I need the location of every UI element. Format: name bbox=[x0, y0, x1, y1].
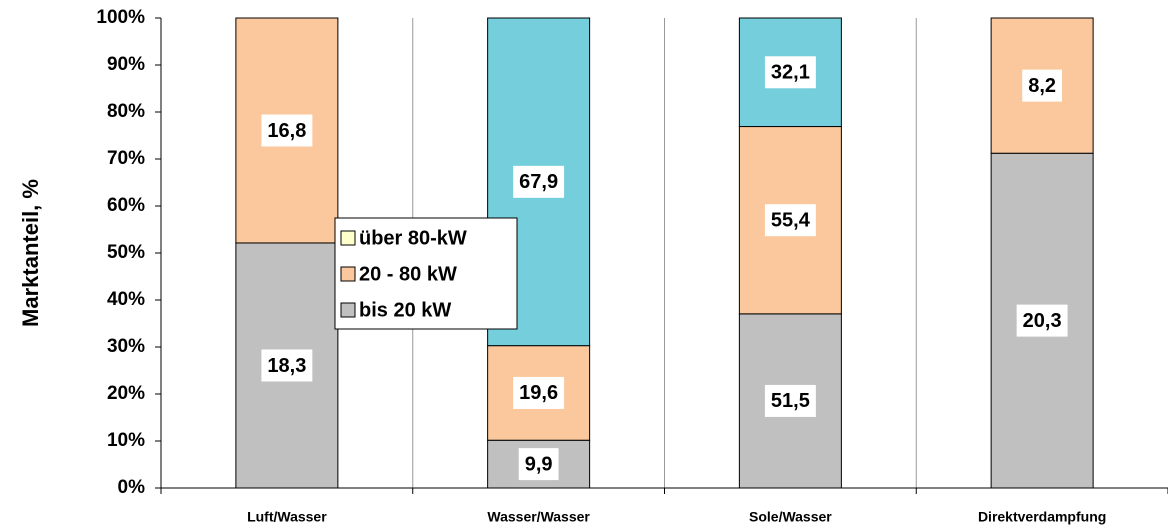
data-label-text: 9,9 bbox=[525, 453, 553, 475]
data-label: 16,8 bbox=[261, 114, 313, 147]
data-label: 51,5 bbox=[764, 384, 816, 417]
data-label-box bbox=[513, 165, 565, 198]
legend-swatch bbox=[340, 230, 356, 246]
y-tick-label: 70% bbox=[107, 148, 145, 169]
legend-box bbox=[334, 217, 518, 330]
data-label-box bbox=[513, 376, 565, 409]
x-tick-label: Wasser/Wasser bbox=[487, 509, 590, 525]
data-label: 8,2 bbox=[1022, 69, 1063, 102]
y-tick-label: 0% bbox=[118, 477, 146, 498]
legend-label: über 80-kW bbox=[359, 227, 467, 249]
data-label: 55,4 bbox=[764, 204, 816, 237]
x-tick-label: Sole/Wasser bbox=[749, 509, 832, 525]
data-label-text: 51,5 bbox=[771, 390, 810, 412]
data-label-text: 55,4 bbox=[771, 209, 811, 231]
data-label-text: 18,3 bbox=[267, 355, 306, 377]
data-label: 20,3 bbox=[1016, 304, 1068, 337]
data-label: 18,3 bbox=[261, 349, 313, 382]
legend-label: bis 20 kW bbox=[359, 299, 451, 321]
y-tick-label: 100% bbox=[96, 7, 145, 28]
data-label: 67,9 bbox=[513, 165, 565, 198]
data-label-box bbox=[1016, 304, 1068, 337]
data-label-box bbox=[764, 384, 816, 417]
y-axis-title: Marktanteil, % bbox=[18, 179, 43, 327]
y-tick-label: 90% bbox=[107, 54, 145, 75]
data-label-box bbox=[261, 349, 313, 382]
y-tick-label: 30% bbox=[107, 336, 145, 357]
y-tick-label: 20% bbox=[107, 383, 145, 404]
legend-label: 20 - 80 kW bbox=[359, 263, 457, 285]
x-tick-label: Luft/Wasser bbox=[247, 509, 327, 525]
data-label: 19,6 bbox=[513, 376, 565, 409]
x-tick-label: Direktverdampfung bbox=[978, 509, 1106, 525]
data-label-text: 16,8 bbox=[267, 120, 306, 142]
y-tick-label: 80% bbox=[107, 101, 145, 122]
data-label: 32,1 bbox=[764, 56, 816, 89]
y-tick-label: 60% bbox=[107, 195, 145, 216]
data-label-box bbox=[518, 448, 559, 481]
y-tick-label: 10% bbox=[107, 430, 145, 451]
data-label-text: 32,1 bbox=[771, 62, 810, 84]
data-label-text: 19,6 bbox=[519, 382, 558, 404]
legend-swatch bbox=[340, 302, 356, 318]
data-label-box bbox=[764, 204, 816, 237]
data-label: 9,9 bbox=[518, 448, 559, 481]
data-label-box bbox=[1022, 69, 1063, 102]
y-tick-label: 50% bbox=[107, 242, 145, 263]
data-label-box bbox=[261, 114, 313, 147]
legend-swatch bbox=[340, 266, 356, 282]
data-label-text: 8,2 bbox=[1028, 75, 1056, 97]
y-tick-label: 40% bbox=[107, 289, 145, 310]
data-label-text: 20,3 bbox=[1023, 310, 1062, 332]
data-label-text: 67,9 bbox=[519, 171, 558, 193]
data-label-box bbox=[764, 56, 816, 89]
